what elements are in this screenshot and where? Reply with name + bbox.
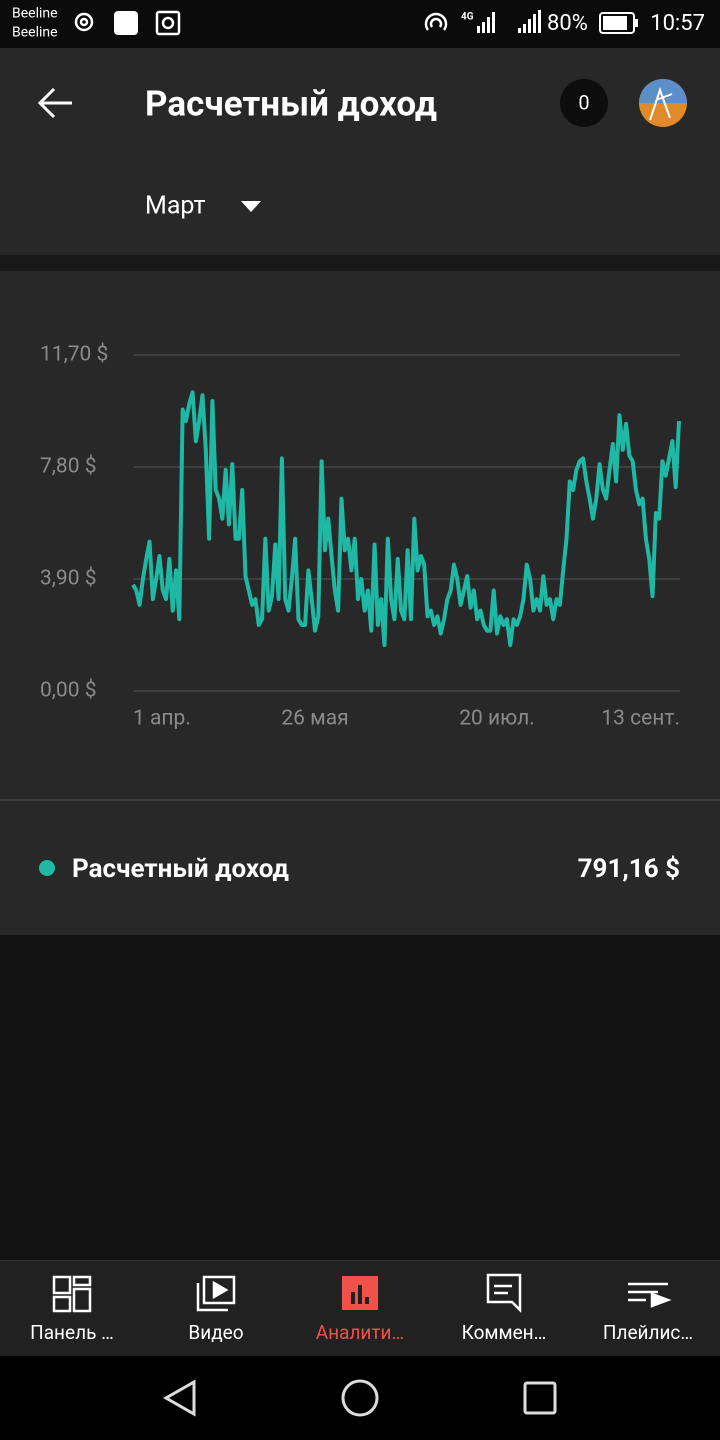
y-tick-label: 0,00 $ xyxy=(40,679,97,703)
avatar[interactable] xyxy=(639,79,687,127)
notification-badge[interactable] xyxy=(560,79,608,127)
analytics-icon[interactable] xyxy=(342,1276,378,1310)
divider xyxy=(0,255,720,271)
badge-count: 0 xyxy=(578,90,589,114)
nav-label[interactable]: Коммен… xyxy=(462,1321,547,1344)
dropdown-arrow[interactable] xyxy=(241,201,261,212)
system-home[interactable] xyxy=(341,1379,379,1417)
system-back[interactable] xyxy=(162,1379,196,1417)
status-icons xyxy=(74,10,448,36)
x-tick-label: 20 июл. xyxy=(459,707,535,731)
system-buttons xyxy=(162,1379,557,1417)
nav-label[interactable]: Плейлис… xyxy=(603,1321,693,1344)
system-recents[interactable] xyxy=(523,1381,557,1415)
divider xyxy=(0,1260,720,1261)
nav-icons xyxy=(52,1273,672,1314)
signal-icons xyxy=(477,10,541,33)
x-tick-label: 1 апр. xyxy=(133,707,191,731)
total-value: 791,16 $ xyxy=(578,854,680,884)
dashboard-icon[interactable] xyxy=(52,1275,92,1313)
chart: 0,00 $ 3,90 $ 7,80 $ 11,70 $ 1 апр. 26 мая 20 … xyxy=(40,343,681,731)
nav-label[interactable]: Панель … xyxy=(30,1321,114,1344)
back-button[interactable] xyxy=(37,87,72,119)
legend-marker xyxy=(39,860,55,876)
y-tick-label: 11,70 $ xyxy=(40,343,108,367)
x-tick-label: 13 сент. xyxy=(601,707,680,731)
carrier: Beeline xyxy=(12,25,58,41)
battery-level: 80% xyxy=(547,11,588,36)
x-tick-label: 26 мая xyxy=(281,707,348,731)
y-tick-label: 7,80 $ xyxy=(40,455,97,479)
y-tick-label: 3,90 $ xyxy=(40,567,97,591)
network-type: 4G xyxy=(461,12,474,23)
app-header xyxy=(0,48,720,255)
page-title: Расчетный доход xyxy=(145,83,437,124)
legend-card xyxy=(0,801,720,935)
divider xyxy=(0,799,720,801)
chart-card xyxy=(0,271,720,800)
data-line xyxy=(131,390,681,648)
video-icon[interactable] xyxy=(196,1275,236,1312)
carrier: Beeline xyxy=(12,6,58,22)
nav-label[interactable]: Видео xyxy=(188,1321,243,1344)
comments-icon[interactable] xyxy=(486,1273,522,1314)
legend-label: Расчетный доход xyxy=(72,854,289,884)
nav-label[interactable]: Аналити… xyxy=(316,1321,404,1344)
clock: 10:57 xyxy=(650,11,705,36)
system-nav xyxy=(0,1356,720,1440)
battery-icon xyxy=(599,12,638,34)
period-selector[interactable]: Март xyxy=(145,192,206,221)
playlists-icon[interactable] xyxy=(628,1282,672,1308)
